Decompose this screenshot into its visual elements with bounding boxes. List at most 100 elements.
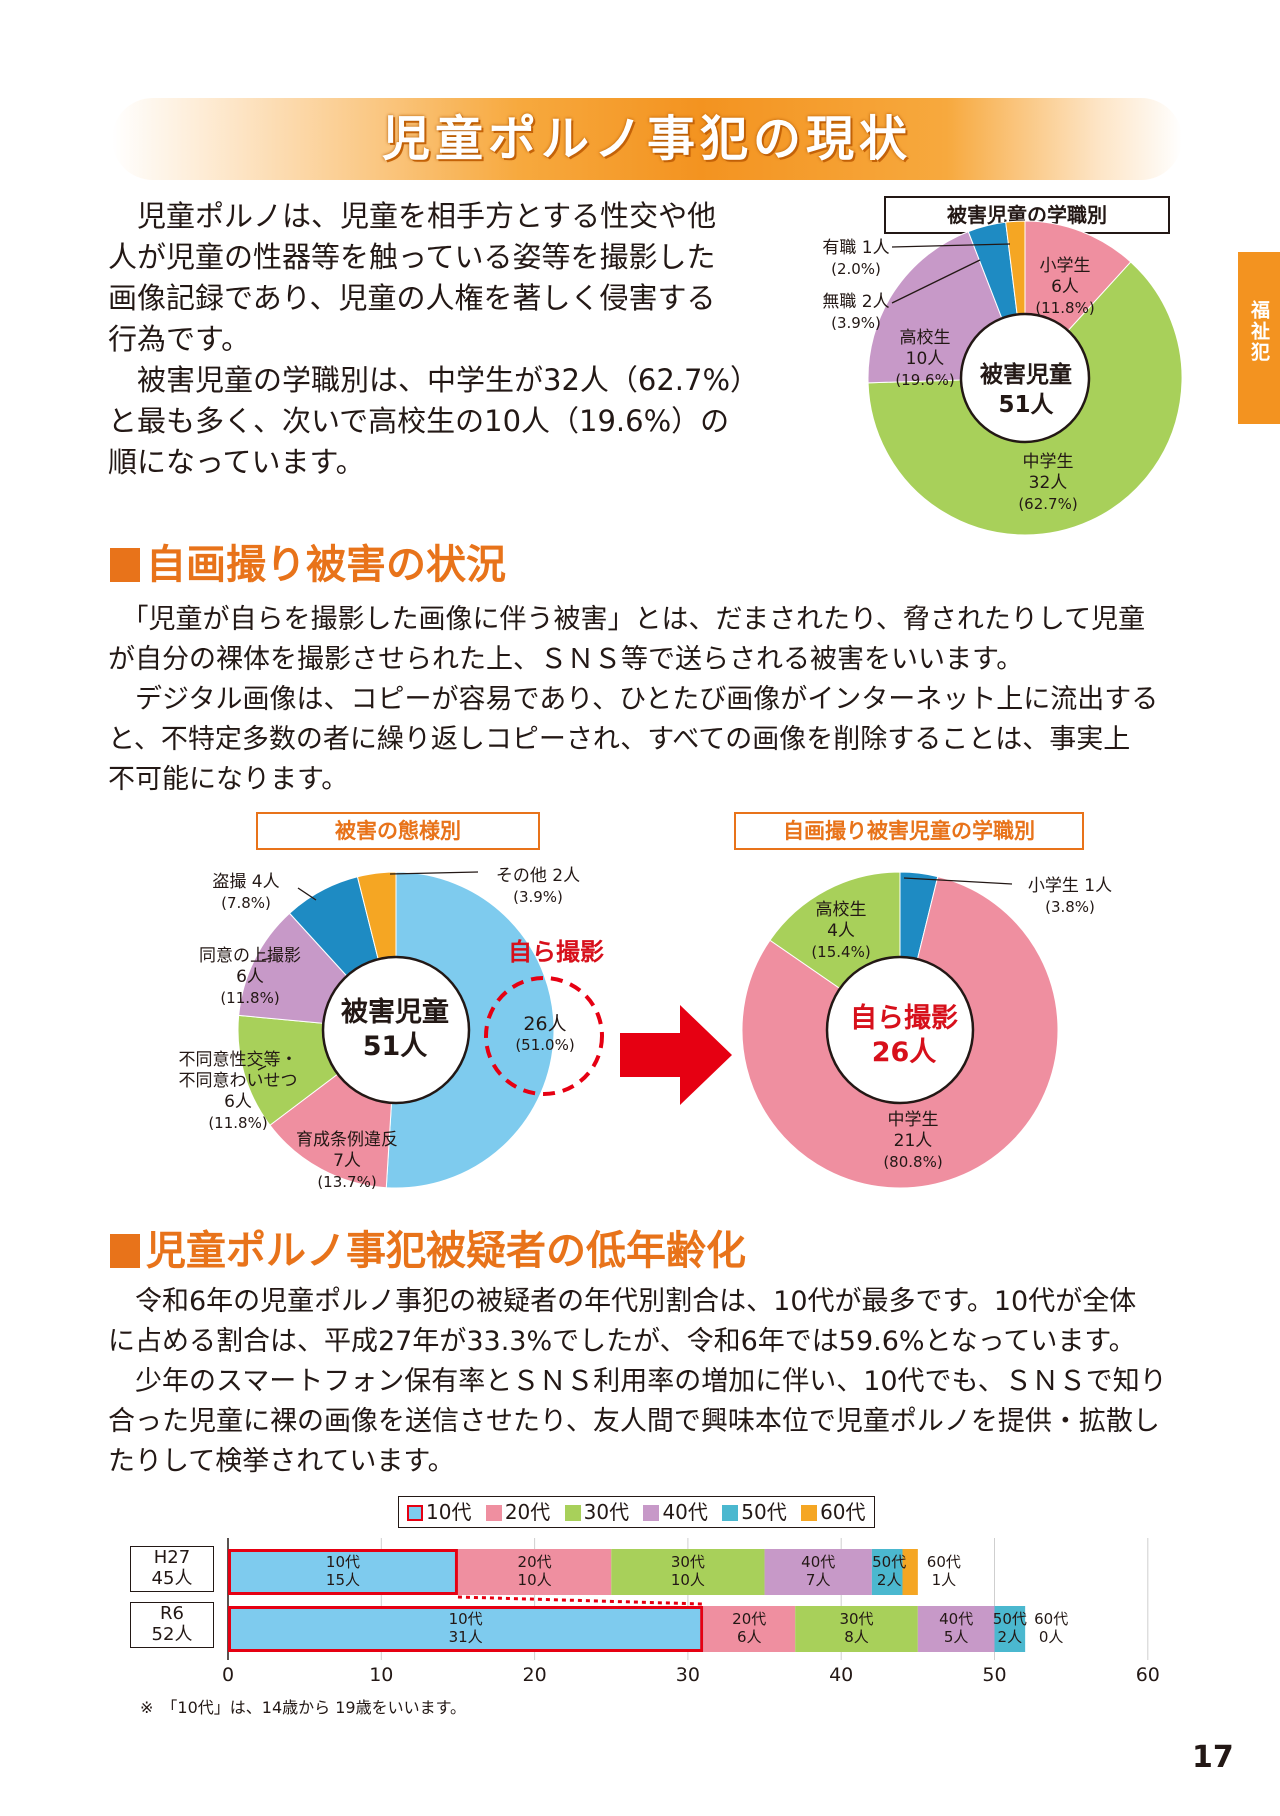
bar-row-label-h27-total: 45人	[151, 1568, 193, 1589]
bar-label-age: 40代	[939, 1610, 974, 1628]
section3-line: 合った児童に裸の画像を送信させたり、友人間で興味本位で児童ポルノを提供・拡散し	[108, 1406, 1160, 1437]
bar-label-age: 20代	[517, 1553, 552, 1571]
section2-line: が自分の裸体を撮影させられた上、ＳＮＳ等で送らされる被害をいいます。	[108, 644, 1024, 675]
bar-segment-label: 40代 5人	[926, 1610, 986, 1646]
bar-tick-label: 30	[675, 1664, 700, 1686]
chart1-label-shogakusei-pct: (11.8%)	[1035, 299, 1095, 317]
bar-segment-label: 10代 15人	[313, 1553, 373, 1589]
section2-line: デジタル画像は、コピーが容易であり、ひとたび画像がインターネット上に流出する	[108, 684, 1159, 715]
chart2-label-doui-pct: (11.8%)	[220, 989, 280, 1007]
bar-label-count: 2人	[876, 1571, 902, 1589]
intro-paragraph: 児童ポルノは、児童を相手方とする性交や他 人が児童の性器等を触っている姿等を撮影…	[108, 196, 768, 483]
bar-segment-label: 40代 7人	[788, 1553, 848, 1589]
chart2-label-tousatsu-name: 盗撮 4人	[212, 872, 280, 892]
chart3-label-koukousei-name: 高校生	[815, 900, 867, 920]
page-number: 17	[1192, 1740, 1234, 1775]
chart1-label-yushoku-pct: (2.0%)	[831, 260, 881, 278]
chart2-leader-sonota	[389, 871, 479, 875]
legend-item-40s: 40代	[643, 1497, 708, 1527]
legend-item-30s: 30代	[564, 1497, 629, 1527]
bar-label-age: 50代	[872, 1553, 907, 1571]
chart3-label-koukousei-pct: (15.4%)	[811, 943, 871, 961]
arrow-right-icon	[620, 1005, 732, 1105]
chart3-label-shogakusei-pct: (3.8%)	[1045, 898, 1095, 916]
chart2-center-label: 被害児童 51人	[330, 996, 460, 1064]
section3-heading-text: 児童ポルノ事犯被疑者の低年齢化	[146, 1228, 746, 1274]
legend-label-10s: 10代	[426, 1500, 472, 1524]
chart1-label-koukousei-name: 高校生	[899, 328, 951, 348]
intro-line: 画像記録であり、児童の人権を著しく侵害する	[108, 281, 716, 315]
section3-line: 令和6年の児童ポルノ事犯の被疑者の年代別割合は、10代が最多です。10代が全体	[108, 1286, 1137, 1317]
bar-label-age: 20代	[732, 1610, 767, 1628]
chart2-leader-tousatsu	[297, 887, 317, 901]
bar-label-count: 7人	[805, 1571, 831, 1589]
bar-label-count: 1人	[931, 1571, 957, 1589]
bar-row-label-r6: R6 52人	[130, 1602, 214, 1648]
chart3-caption: 自画撮り被害児童の学職別	[734, 812, 1084, 850]
chart2-label-tousatsu-pct: (7.8%)	[221, 894, 271, 912]
chart1-label-shogakusei-name: 小学生	[1039, 256, 1091, 276]
bar-segment-label: 30代 10人	[658, 1553, 718, 1589]
bar-label-count: 31人	[448, 1628, 483, 1646]
bar-row-label-r6-total: 52人	[151, 1624, 193, 1645]
chart1-label-chugakusei-name: 中学生	[1022, 452, 1074, 472]
intro-line: 被害児童の学職別は、中学生が32人（62.7%）	[108, 363, 760, 397]
bar-tick-label: 50	[982, 1664, 1007, 1686]
chart2-label-jiga-count: 26人	[523, 1013, 567, 1035]
bar-label-age: 60代	[926, 1553, 961, 1571]
heading-square-icon	[110, 548, 140, 582]
bar-label-age: 10代	[448, 1610, 483, 1628]
chart1-center-label: 被害児童 51人	[966, 360, 1086, 420]
chart3-leader-shogakusei	[903, 877, 1013, 885]
bar-label-age: 30代	[670, 1553, 705, 1571]
chart2-label-jiga: 26人 (51.0%)	[500, 1014, 590, 1056]
bar-segment-label: 60代 1人	[914, 1553, 974, 1589]
section3-heading: 児童ポルノ事犯被疑者の低年齢化	[110, 1226, 1010, 1276]
section3-line: 少年のスマートフォン保有率とＳＮＳ利用率の増加に伴い、10代でも、ＳＮＳで知り	[108, 1366, 1167, 1397]
chart2-label-ikusei-name: 育成条例違反	[296, 1130, 398, 1150]
bar-segment-label: 50代 2人	[859, 1553, 919, 1589]
chart1-label-koukousei-count: 10人	[905, 349, 945, 369]
legend-item-20s: 20代	[485, 1497, 551, 1527]
bar-row-label-h27-year: H27	[153, 1547, 191, 1568]
chart2-label-ikusei-pct: (13.7%)	[317, 1173, 377, 1191]
chart2-label-ikusei-count: 7人	[333, 1151, 361, 1171]
bar-teen-connector	[457, 1595, 704, 1606]
bar-tick-label: 0	[221, 1664, 235, 1686]
bar-label-age: 30代	[839, 1610, 874, 1628]
bar-row-label-h27: H27 45人	[130, 1546, 214, 1592]
section2-line: 「児童が自らを撮影した画像に伴う被害」とは、だまされたり、脅されたりして児童	[108, 604, 1146, 635]
chart1-label-koukousei-pct: (19.6%)	[895, 371, 955, 389]
section3-line: に占める割合は、平成27年が33.3%でしたが、令和6年では59.6%となってい…	[108, 1326, 1136, 1357]
legend-swatch-20s	[485, 1505, 502, 1521]
side-tab-label: 福祉犯	[1248, 300, 1270, 363]
legend-swatch-40s	[643, 1505, 660, 1521]
bar-label-age: 10代	[325, 1553, 361, 1571]
chart1-center-line2: 51人	[998, 392, 1054, 418]
intro-line: 人が児童の性器等を触っている姿等を撮影した	[108, 240, 716, 274]
chart2-label-fudoui-name1: 不同意性交等・	[178, 1050, 298, 1070]
chart2-label-sonota-name: その他 2人	[495, 866, 581, 886]
chart1-label-mushoku-name: 無職 2人	[822, 292, 890, 312]
title-banner	[112, 98, 1182, 180]
chart3-label-chugakusei-count: 21人	[893, 1131, 933, 1151]
bar-label-count: 10人	[670, 1571, 705, 1589]
chart1-label-shogakusei: 小学生 6人 (11.8%)	[1020, 256, 1110, 319]
chart2-center-line2: 51人	[362, 1031, 428, 1062]
chart2-label-tousatsu: 盗撮 4人 (7.8%)	[196, 872, 296, 914]
heading-square-icon	[110, 1234, 140, 1268]
chart2-label-doui-name: 同意の上撮影	[199, 946, 301, 966]
bar-label-count: 0人	[1038, 1628, 1064, 1646]
bar-segment-label: 30代 8人	[827, 1610, 887, 1646]
chart1-leader-yushoku	[891, 243, 1011, 248]
chart2-label-doui-count: 6人	[236, 967, 264, 987]
chart2-label-doui: 同意の上撮影 6人 (11.8%)	[180, 946, 320, 1009]
chart3-center-line2: 26人	[871, 1037, 937, 1068]
intro-line: と最も多く、次いで高校生の10人（19.6%）の	[108, 404, 730, 438]
chart3-label-shogakusei: 小学生 1人 (3.8%)	[1010, 876, 1130, 918]
chart2-label-sonota-pct: (3.9%)	[513, 888, 563, 906]
chart2-label-fudoui-pct: (11.8%)	[208, 1114, 268, 1132]
chart3-label-koukousei-count: 4人	[827, 921, 855, 941]
legend-label-20s: 20代	[504, 1500, 551, 1524]
bar-label-age: 40代	[801, 1553, 836, 1571]
